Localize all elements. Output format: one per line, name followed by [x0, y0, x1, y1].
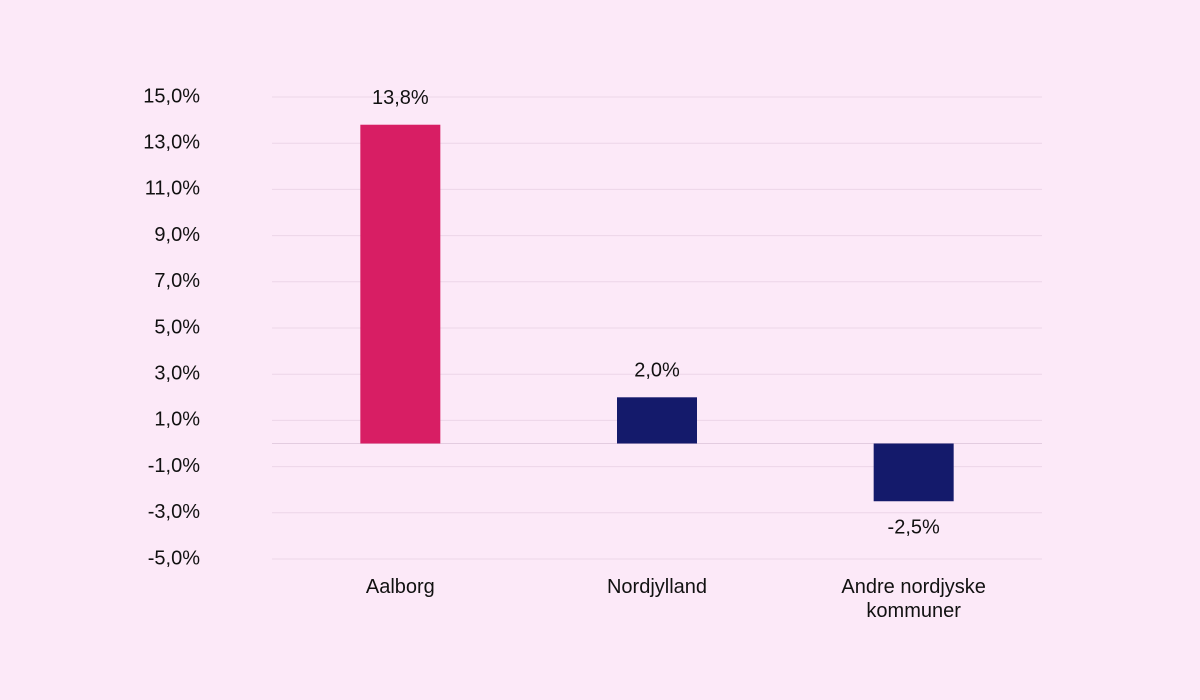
bar — [617, 397, 697, 444]
x-tick-label: Andre nordjyske kommuner — [841, 576, 986, 622]
y-tick-label: 5,0% — [154, 316, 200, 338]
x-tick-label: Aalborg — [365, 576, 435, 598]
data-label: 13,8% — [372, 87, 429, 109]
data-label: 2,0% — [634, 360, 680, 382]
y-tick-label: 1,0% — [154, 409, 200, 431]
bar — [360, 124, 441, 444]
y-tick-label: -3,0% — [148, 501, 200, 523]
y-tick-label: -5,0% — [148, 547, 200, 569]
bar — [873, 443, 954, 502]
y-tick-label: 3,0% — [154, 362, 200, 384]
x-tick-label: Nordjylland — [606, 576, 708, 598]
y-tick-label: 9,0% — [154, 224, 200, 246]
y-tick-label: 11,0% — [145, 178, 200, 200]
y-tick-label: 15,0% — [143, 85, 200, 107]
y-tick-label: 7,0% — [154, 270, 200, 292]
y-tick-label: -1,0% — [148, 455, 200, 477]
data-label: -2,5% — [888, 517, 940, 539]
y-tick-label: 13,0% — [143, 131, 200, 153]
